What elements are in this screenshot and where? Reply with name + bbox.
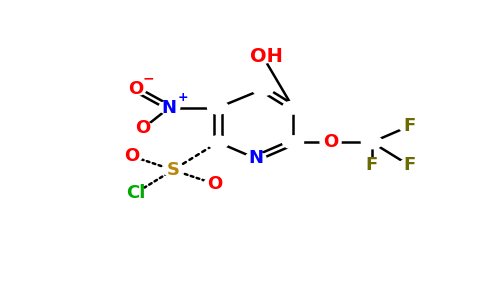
Circle shape xyxy=(320,136,341,149)
Circle shape xyxy=(245,152,266,165)
Text: −: − xyxy=(142,72,154,86)
Circle shape xyxy=(133,122,153,135)
Text: O: O xyxy=(136,119,151,137)
Text: N: N xyxy=(162,99,177,117)
Circle shape xyxy=(208,101,228,114)
Text: F: F xyxy=(366,156,378,174)
Circle shape xyxy=(208,136,228,149)
Circle shape xyxy=(399,120,420,133)
Text: O: O xyxy=(207,175,222,193)
Circle shape xyxy=(125,83,146,96)
Text: O: O xyxy=(124,147,139,165)
Circle shape xyxy=(283,101,303,114)
Circle shape xyxy=(163,164,183,176)
Circle shape xyxy=(362,136,382,149)
Circle shape xyxy=(253,50,273,63)
Circle shape xyxy=(283,136,303,149)
Circle shape xyxy=(253,83,273,96)
Text: OH: OH xyxy=(250,47,283,66)
Text: N: N xyxy=(248,149,263,167)
Circle shape xyxy=(125,187,146,200)
Text: +: + xyxy=(178,91,188,104)
Circle shape xyxy=(159,101,180,114)
Text: F: F xyxy=(403,156,415,174)
Circle shape xyxy=(204,177,225,190)
Circle shape xyxy=(121,150,142,163)
Text: F: F xyxy=(403,117,415,135)
Text: S: S xyxy=(166,161,180,179)
Circle shape xyxy=(399,159,420,172)
Text: Cl: Cl xyxy=(126,184,145,202)
Text: O: O xyxy=(323,133,338,151)
Circle shape xyxy=(362,159,382,172)
Text: O: O xyxy=(128,80,143,98)
